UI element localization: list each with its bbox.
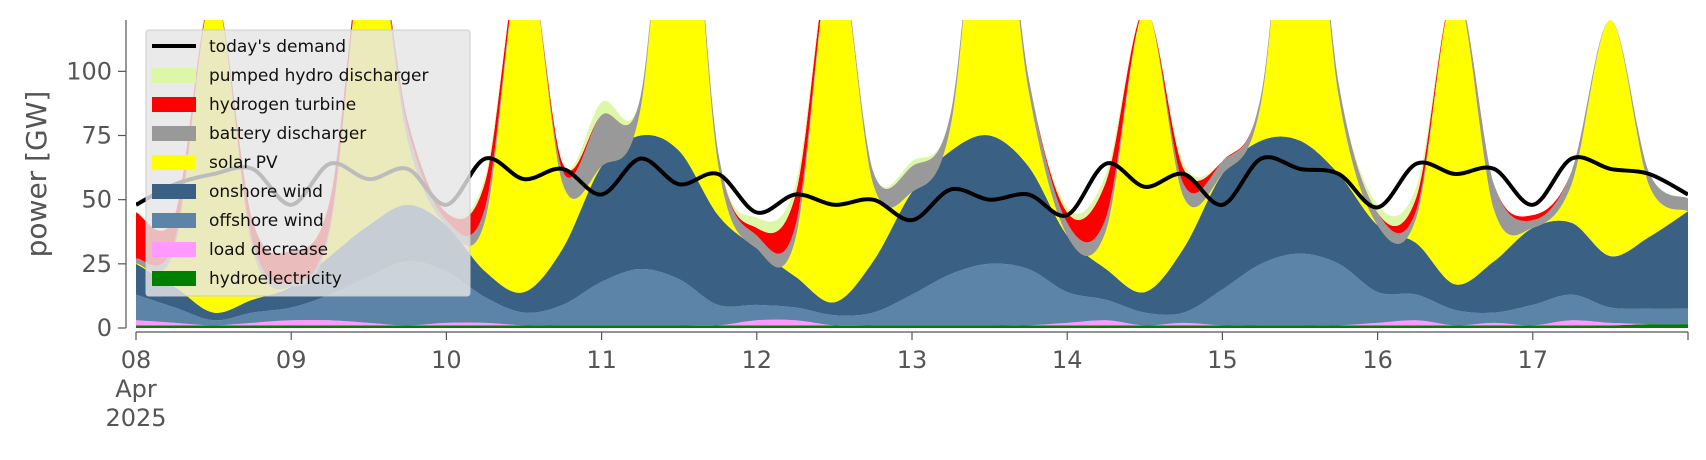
y-tick-label: 50 (81, 186, 112, 214)
x-tick-label: 16 (1362, 346, 1393, 374)
area-load-decrease (136, 319, 1688, 326)
legend-pumped-hydro-discharger-label: pumped hydro discharger (209, 66, 428, 86)
axes: 0 25 50 75 100 08 Apr 2025 09 10 11 12 13 14 15 16 17 pow… (20, 20, 1689, 432)
legend-hydroelectricity-swatch (152, 271, 196, 286)
area-hydroelectricity (136, 324, 1688, 328)
legend-onshore-wind-swatch (152, 184, 196, 199)
legend-hydrogen-turbine-label: hydrogen turbine (209, 95, 356, 115)
x-tick-label: 17 (1518, 346, 1549, 374)
legend-offshore-wind-swatch (152, 213, 196, 228)
area-onshore-wind (136, 134, 1688, 321)
legend-offshore-wind-label: offshore wind (209, 211, 324, 231)
legend-battery-discharger-swatch (152, 126, 196, 141)
y-tick-label: 25 (81, 250, 112, 278)
x-tick-label: 13 (897, 346, 928, 374)
legend-battery-discharger-label: battery discharger (209, 124, 366, 144)
legend-box (145, 29, 471, 297)
x-tick-label: 11 (586, 346, 617, 374)
legend-today-s-demand-label: today's demand (209, 37, 346, 57)
legend: today's demand pumped hydro discharger hyd… (145, 29, 471, 297)
area-solar-pv (136, 20, 1688, 313)
legend-pumped-hydro-discharger-swatch (152, 68, 196, 83)
x-tick-label: 15 (1207, 346, 1238, 374)
legend-onshore-wind-label: onshore wind (209, 182, 323, 202)
legend-solar-pv-swatch (152, 155, 196, 170)
area-offshore-wind (136, 253, 1688, 326)
legend-solar-pv-label: solar PV (209, 153, 278, 173)
legend-load-decrease-swatch (152, 242, 196, 257)
legend-load-decrease-label: load decrease (209, 240, 328, 260)
x-tick-label: 14 (1052, 346, 1083, 374)
legend-hydroelectricity-label: hydroelectricity (209, 269, 342, 289)
legend-hydrogen-turbine-swatch (152, 97, 196, 112)
y-tick-label: 100 (66, 57, 112, 85)
y-axis-label: power [GW] (20, 91, 53, 258)
x-tick-label: 08 Apr 2025 (105, 346, 166, 432)
y-tick-label: 75 (81, 122, 112, 150)
x-tick-label: 09 (276, 346, 307, 374)
y-tick-label: 0 (97, 314, 112, 342)
x-tick-label: 10 (431, 346, 462, 374)
x-tick-label: 12 (742, 346, 773, 374)
